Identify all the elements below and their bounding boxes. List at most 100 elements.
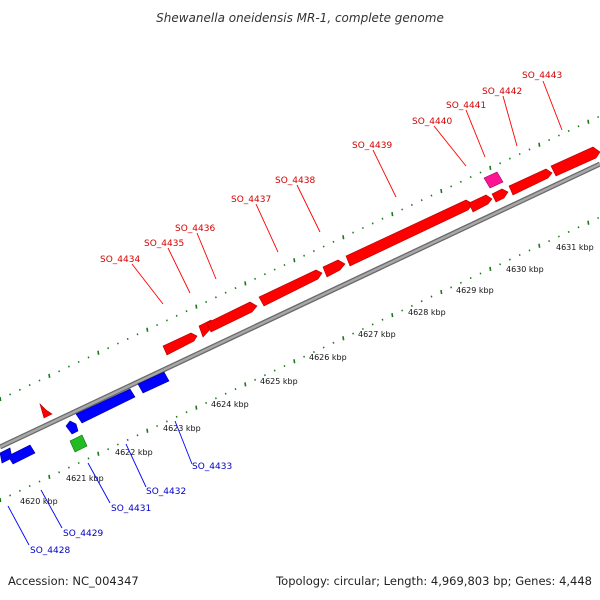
outer-tick [126,337,129,340]
gene-label-so-4439[interactable]: SO_4439 [352,141,392,151]
outer-tick [116,342,119,345]
outer-tick [450,185,453,188]
outer-tick [165,319,168,322]
gene-label-so-4437[interactable]: SO_4437 [231,195,271,205]
inner-tick [38,480,41,483]
scale-labels: 4620 kbp 4621 kbp 4622 kbp 4623 kbp 4624… [20,243,594,506]
gene-so-4431[interactable] [65,420,79,435]
outer-tick [430,194,433,197]
gene-label-so-4431[interactable]: SO_4431 [111,504,151,514]
outer-tick [263,273,266,276]
inner-tick [67,466,70,469]
gene-label-so-4429[interactable]: SO_4429 [63,529,103,539]
leader-so-4438 [296,184,321,233]
inner-tick [293,359,296,364]
inner-tick [234,388,237,391]
inner-tick [273,369,276,372]
genome-summary-text: Topology: circular; Length: 4,969,803 bp… [275,574,592,588]
gene-label-so-4434[interactable]: SO_4434 [100,255,140,265]
outer-tick [195,304,198,309]
inner-tick [224,392,227,395]
leader-so-4440 [433,125,467,167]
inner-tick [283,364,286,368]
genome-backbone-highlight [0,162,600,449]
inner-tick [146,428,149,433]
outer-tick [508,157,511,160]
inner-tick [381,318,384,321]
outer-tick [38,379,41,382]
forward-gene-labels: SO_4434 SO_4435 SO_4436 SO_4437 SO_4438 … [100,71,562,265]
inner-tick [577,226,580,229]
gene-so-4441[interactable] [491,188,509,203]
inner-tick [440,289,443,295]
scale-label: 4622 kbp [115,448,153,457]
reverse-strand-genes [0,371,170,465]
outer-tick [146,327,149,332]
inner-tick [116,443,119,446]
leader-so-4432 [125,443,147,488]
gene-so-4436[interactable] [206,301,258,333]
gene-so-4443[interactable] [550,146,600,177]
inner-tick [254,378,257,381]
gene-so-4442[interactable] [483,171,504,189]
gene-special-reverse[interactable] [69,434,88,453]
inner-tick [430,295,433,298]
gene-label-so-4432[interactable]: SO_4432 [146,487,186,497]
gene-so-4438[interactable] [322,259,346,278]
gene-so-4433[interactable] [137,371,170,394]
inner-tick [77,461,80,465]
gene-label-so-4436[interactable]: SO_4436 [175,224,215,234]
inner-tick [479,272,482,275]
gene-so-4434[interactable] [162,332,198,356]
gene-label-so-4435[interactable]: SO_4435 [144,239,184,249]
scale-label: 4631 kbp [556,243,594,252]
scale-label: 4629 kbp [456,286,494,295]
leader-so-4436 [196,232,217,280]
gene-so-4442b[interactable] [508,168,553,196]
leader-so-4441 [465,109,486,158]
gene-small-forward[interactable] [39,402,53,419]
inner-tick [322,346,325,349]
gene-label-so-4433[interactable]: SO_4433 [192,462,232,472]
gene-so-4437[interactable] [258,269,323,307]
inner-tick [332,341,335,344]
gene-label-so-4438[interactable]: SO_4438 [275,176,315,186]
inner-tick [9,494,12,497]
inner-tick [528,249,531,252]
gene-label-so-4428[interactable]: SO_4428 [30,546,70,556]
inner-tick [587,220,590,225]
inner-tick [136,434,139,437]
outer-tick [410,203,413,206]
outer-tick [107,347,110,350]
gene-label-so-4440[interactable]: SO_4440 [412,117,452,127]
gene-so-4440[interactable] [468,194,493,213]
gene-label-so-4441[interactable]: SO_4441 [446,101,486,111]
inner-tick [499,263,502,266]
inner-tick [489,266,492,272]
gene-so-4432[interactable] [75,388,136,424]
inner-tick [391,312,394,318]
inner-tick [459,281,462,284]
outer-tick [224,291,227,294]
inner-tick [557,235,560,238]
gene-label-so-4443[interactable]: SO_4443 [522,71,562,81]
outer-tick [587,119,590,124]
inner-tick [538,243,541,248]
outer-tick [489,165,492,171]
inner-tick [263,374,266,377]
outer-tick [548,139,551,142]
inner-tick [352,332,355,335]
inner-tick [410,304,413,307]
outer-tick [156,323,159,327]
outer-tick [401,208,404,211]
gene-so-4429[interactable] [7,444,36,465]
outer-tick [214,296,217,299]
outer-tick [342,235,345,240]
outer-tick [597,115,600,119]
inner-tick [401,309,404,312]
gene-label-so-4442[interactable]: SO_4442 [482,87,522,97]
inner-tick [469,277,472,280]
outer-tick [18,388,21,391]
outer-tick [136,333,139,336]
outer-tick [440,188,443,194]
